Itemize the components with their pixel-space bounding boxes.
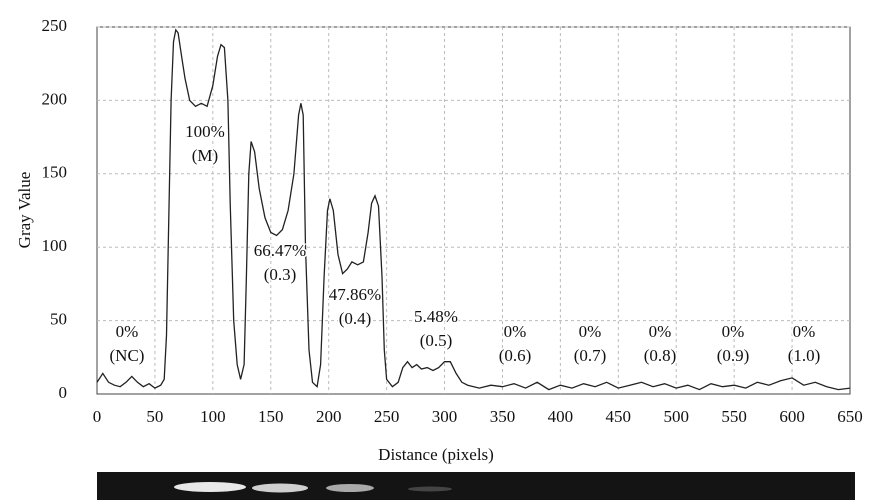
x-tick-label: 400: [548, 407, 574, 426]
annotation: 0%: [649, 322, 672, 341]
annotation: 100%: [185, 122, 225, 141]
annotation: (0.5): [420, 331, 453, 350]
x-tick-label: 550: [721, 407, 747, 426]
x-tick-label: 100: [200, 407, 226, 426]
annotation: 0%: [793, 322, 816, 341]
annotation: (1.0): [788, 346, 821, 365]
annotation: 0%: [722, 322, 745, 341]
x-tick-label: 200: [316, 407, 342, 426]
annotation: 0%: [579, 322, 602, 341]
annotation: (0.3): [264, 265, 297, 284]
annotation: 0%: [504, 322, 527, 341]
x-tick-label: 250: [374, 407, 400, 426]
x-tick-label: 500: [663, 407, 689, 426]
annotation: (M): [192, 146, 218, 165]
y-tick-label: 100: [42, 236, 68, 255]
annotation: 47.86%: [329, 285, 381, 304]
x-tick-label: 300: [432, 407, 458, 426]
annotation: (0.8): [644, 346, 677, 365]
annotation: 0%: [116, 322, 139, 341]
annotation: (0.4): [339, 309, 372, 328]
annotation: (0.9): [717, 346, 750, 365]
x-tick-label: 350: [490, 407, 516, 426]
plot-frame: [96, 26, 851, 395]
annotation: 66.47%: [254, 241, 306, 260]
x-tick-label: 450: [606, 407, 632, 426]
x-axis-label: Distance (pixels): [378, 445, 494, 464]
y-tick-label: 50: [50, 310, 67, 329]
y-tick-label: 0: [59, 383, 68, 402]
annotation: (0.7): [574, 346, 607, 365]
annotation: (NC): [110, 346, 145, 365]
x-tick-label: 50: [146, 407, 163, 426]
x-tick-label: 650: [837, 407, 863, 426]
gel-image: [97, 472, 855, 500]
x-tick-label: 600: [779, 407, 805, 426]
y-tick-label: 250: [42, 16, 68, 35]
annotation: 5.48%: [414, 307, 458, 326]
annotation: (0.6): [499, 346, 532, 365]
y-tick-label: 200: [42, 89, 68, 108]
y-tick-label: 150: [42, 163, 68, 182]
data-line: [96, 28, 851, 391]
y-axis-label: Gray Value: [15, 172, 34, 249]
x-tick-label: 0: [93, 407, 102, 426]
x-tick-label: 150: [258, 407, 284, 426]
